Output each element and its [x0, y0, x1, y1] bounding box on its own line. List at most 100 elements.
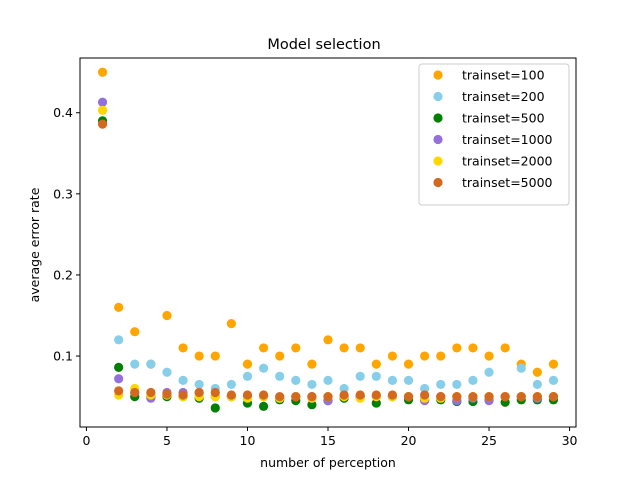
- data-point-series-5: [307, 391, 317, 402]
- data-point-series-5: [436, 391, 446, 402]
- data-point-series-1: [371, 371, 381, 381]
- data-point-series-1: [532, 379, 542, 390]
- data-point-series-1: [307, 379, 317, 390]
- y-axis-label: average error rate: [27, 187, 42, 302]
- y-axis: 0.1 0.2 0.3 0.4: [53, 105, 80, 364]
- data-point-series-0: [484, 351, 494, 361]
- data-point-series-5: [178, 390, 188, 400]
- data-point-series-0: [307, 359, 317, 369]
- data-point-series-5: [291, 391, 301, 402]
- data-point-series-1: [114, 335, 124, 345]
- data-point-series-5: [484, 391, 494, 402]
- x-tick-label: 5: [163, 433, 171, 448]
- data-point-series-1: [452, 379, 462, 390]
- data-point-series-0: [420, 351, 430, 361]
- data-point-series-1: [130, 359, 140, 369]
- data-point-series-5: [500, 391, 510, 402]
- x-tick-label: 25: [481, 433, 497, 448]
- data-point-series-0: [452, 343, 462, 353]
- data-points: [97, 67, 559, 413]
- data-point-series-0: [355, 343, 365, 353]
- data-point-series-0: [258, 343, 269, 353]
- legend-label: trainset=1000: [462, 132, 553, 147]
- data-point-series-3: [114, 374, 124, 384]
- data-point-series-1: [162, 367, 172, 377]
- data-point-series-5: [226, 390, 236, 400]
- data-point-series-0: [339, 343, 349, 353]
- data-point-series-5: [194, 387, 204, 398]
- y-tick-label: 0.2: [53, 267, 73, 282]
- data-point-series-1: [291, 375, 301, 385]
- data-point-series-5: [548, 391, 559, 402]
- x-tick-label: 15: [320, 433, 336, 448]
- data-point-series-5: [242, 390, 253, 400]
- data-point-series-5: [146, 387, 156, 398]
- data-point-series-0: [194, 351, 204, 361]
- data-point-series-5: [403, 391, 414, 402]
- data-point-series-1: [226, 379, 236, 390]
- data-point-series-2: [114, 362, 124, 372]
- data-point-series-5: [210, 387, 220, 398]
- y-tick-label: 0.1: [53, 349, 73, 364]
- data-point-series-0: [130, 327, 140, 337]
- data-point-series-1: [323, 375, 333, 385]
- data-point-series-5: [355, 390, 365, 400]
- data-point-series-0: [403, 359, 414, 369]
- legend-marker: [433, 91, 443, 102]
- legend: trainset=100 trainset=200 trainset=500 trai…: [418, 63, 570, 206]
- chart-title: Model selection: [267, 37, 380, 53]
- legend-label: trainset=500: [462, 111, 545, 126]
- data-point-series-1: [468, 375, 478, 385]
- data-point-series-4: [97, 105, 108, 115]
- data-point-series-1: [146, 359, 156, 369]
- x-tick-label: 0: [82, 433, 90, 448]
- legend-marker: [433, 156, 443, 166]
- data-point-series-1: [178, 375, 188, 385]
- data-point-series-5: [97, 119, 108, 129]
- data-point-series-0: [97, 67, 108, 77]
- data-point-series-5: [371, 390, 381, 400]
- data-point-series-0: [242, 359, 253, 369]
- x-axis-label: number of perception: [260, 455, 396, 470]
- legend-label: trainset=100: [462, 68, 545, 83]
- data-point-series-0: [323, 335, 333, 345]
- legend-marker: [433, 70, 443, 80]
- data-point-series-2: [258, 401, 269, 411]
- legend-marker: [433, 134, 443, 145]
- data-point-series-1: [339, 383, 349, 394]
- legend-marker: [433, 113, 443, 123]
- data-point-series-0: [387, 351, 398, 361]
- data-point-series-1: [403, 375, 414, 385]
- data-point-series-1: [194, 379, 204, 390]
- data-point-series-5: [323, 391, 333, 402]
- y-tick-label: 0.3: [53, 186, 73, 201]
- y-tick-label: 0.4: [53, 105, 73, 120]
- data-point-series-1: [436, 379, 446, 390]
- data-point-series-0: [226, 319, 236, 329]
- data-point-series-2: [371, 398, 381, 408]
- x-tick-label: 30: [562, 433, 578, 448]
- x-axis: 0 5 10 15 20 25 30: [82, 427, 578, 448]
- data-point-series-1: [355, 371, 365, 381]
- data-point-series-1: [242, 371, 253, 381]
- data-point-series-0: [468, 343, 478, 353]
- data-point-series-0: [162, 310, 172, 321]
- legend-label: trainset=200: [462, 89, 545, 104]
- data-point-series-5: [532, 391, 542, 402]
- data-point-series-1: [275, 371, 285, 381]
- data-point-series-1: [516, 363, 526, 373]
- data-point-series-5: [339, 390, 349, 400]
- data-point-series-5: [162, 389, 172, 399]
- data-point-series-5: [468, 391, 478, 402]
- data-point-series-0: [291, 343, 301, 353]
- data-point-series-0: [436, 351, 446, 361]
- data-point-series-0: [275, 351, 285, 361]
- data-point-series-1: [387, 375, 398, 385]
- data-point-series-5: [387, 390, 398, 400]
- x-tick-label: 20: [401, 433, 417, 448]
- data-point-series-1: [548, 375, 559, 385]
- data-point-series-0: [210, 351, 220, 361]
- legend-marker: [433, 177, 443, 188]
- data-point-series-5: [420, 390, 430, 400]
